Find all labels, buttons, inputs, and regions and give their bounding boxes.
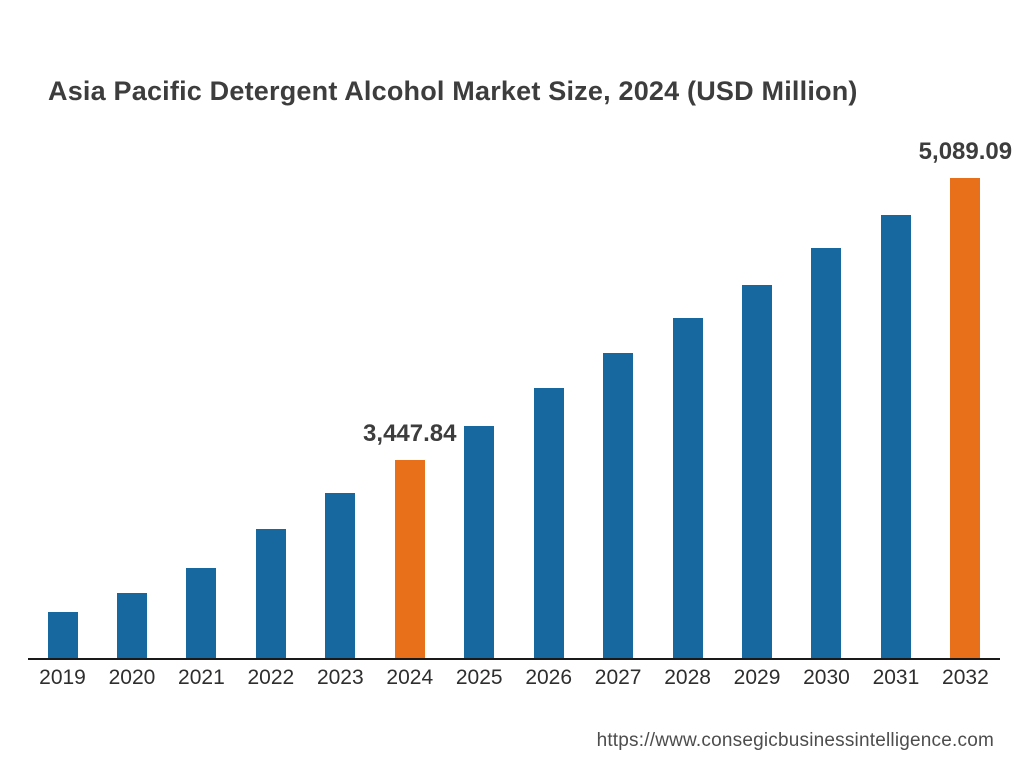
x-tick-label-2027: 2027 (594, 666, 642, 689)
bar-column-2021 (167, 160, 236, 658)
bar-2028 (672, 318, 703, 658)
bar-column-2022 (236, 160, 305, 658)
bar-column-2025 (445, 160, 514, 658)
bar-column-2020 (97, 160, 166, 658)
bar-2030 (811, 248, 842, 658)
x-tick-label-2031: 2031 (872, 666, 920, 689)
chart-title: Asia Pacific Detergent Alcohol Market Si… (48, 76, 858, 106)
value-label-2032: 5,089.09 (918, 138, 1013, 165)
bar-column-2031 (861, 160, 930, 658)
bar-chart-plot-area: 3,447.84 5,089.09 (28, 138, 1012, 660)
bar-2025 (464, 426, 495, 658)
x-tick-label-2025: 2025 (455, 666, 503, 689)
x-tick-label-2023: 2023 (316, 666, 364, 689)
bar-2024 (394, 460, 425, 658)
bar-column-2019 (28, 160, 97, 658)
x-tick-label-2021: 2021 (178, 666, 225, 689)
bar-column-2028 (653, 160, 722, 658)
bar-column-2027 (584, 160, 653, 658)
bar-2021 (186, 568, 217, 658)
x-tick-label-2028: 2028 (664, 666, 711, 689)
x-tick-label-2019: 2019 (39, 666, 86, 689)
bar-2026 (533, 388, 564, 658)
bar-column-2024: 3,447.84 (363, 160, 456, 658)
x-tick-label-2020: 2020 (108, 666, 156, 689)
bar-column-2029 (723, 160, 792, 658)
source-url: https://www.consegicbusinessintelligence… (596, 730, 994, 751)
bar-column-2023 (306, 160, 375, 658)
x-tick-label-2024: 2024 (386, 666, 434, 689)
bar-column-2032: 5,089.09 (919, 138, 1012, 658)
x-tick-label-2022: 2022 (247, 666, 295, 689)
bar-2031 (880, 215, 911, 658)
bar-2022 (255, 529, 286, 658)
bar-2032 (950, 178, 981, 658)
bar-2029 (742, 285, 773, 658)
x-tick-label-2030: 2030 (803, 666, 850, 689)
bar-column-2026 (514, 160, 583, 658)
bar-2027 (603, 353, 634, 658)
bar-column-2030 (792, 160, 861, 658)
bar-2023 (325, 493, 356, 658)
bar-2020 (116, 593, 147, 658)
value-label-2024: 3,447.84 (363, 420, 457, 447)
x-tick-label-2026: 2026 (525, 666, 573, 689)
bar-2019 (47, 612, 78, 658)
x-axis-tick-labels: 2019 2020 2021 2022 2023 2024 2025 2026 2027 2028… (28, 666, 1000, 690)
x-tick-label-2029: 2029 (733, 666, 781, 689)
x-tick-label-2032: 2032 (942, 666, 989, 689)
